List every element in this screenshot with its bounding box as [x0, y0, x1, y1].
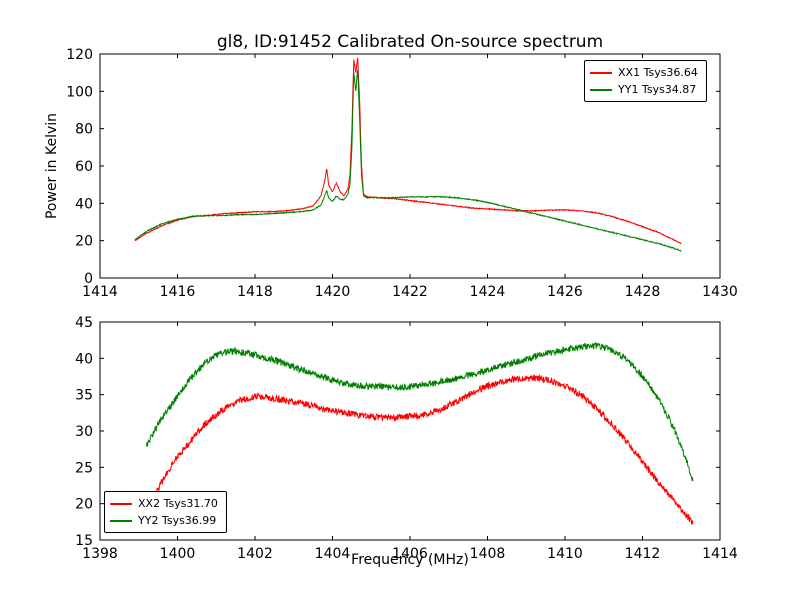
- series-line: [146, 342, 694, 482]
- legend-line-sample: [110, 502, 132, 505]
- legend-line-sample: [110, 519, 132, 522]
- series-line: [149, 373, 694, 525]
- y-tick-label: 80: [75, 122, 93, 138]
- x-tick-label: 1416: [160, 284, 196, 300]
- legend-entry: XX1 Tsys36.64: [590, 64, 698, 81]
- legend-top: XX1 Tsys36.64 YY1 Tsys34.87: [584, 60, 707, 103]
- y-tick-label: 100: [66, 84, 93, 100]
- x-tick-label: 1410: [547, 546, 583, 562]
- y-tick-label: 20: [75, 497, 93, 513]
- y-tick-label: 120: [66, 47, 93, 63]
- legend-label: YY1 Tsys34.87: [618, 83, 697, 97]
- x-tick-label: 1422: [392, 284, 428, 300]
- y-tick-label: 0: [84, 271, 93, 287]
- x-tick-label: 1408: [470, 546, 506, 562]
- x-tick-label: 1404: [315, 546, 351, 562]
- y-tick-label: 35: [75, 388, 93, 404]
- y-tick-label: 60: [75, 159, 93, 175]
- x-tick-label: 1406: [392, 546, 428, 562]
- x-tick-label: 1420: [315, 284, 351, 300]
- y-tick-label: 20: [75, 234, 93, 250]
- legend-label: XX2 Tsys31.70: [138, 497, 218, 510]
- x-axis-label: Frequency (MHz): [351, 552, 469, 568]
- x-tick-label: 1418: [237, 284, 273, 300]
- y-tick-label: 30: [75, 424, 93, 440]
- legend-line-sample: [590, 71, 612, 74]
- legend-label: YY2 Tsys36.99: [138, 514, 217, 528]
- series-line: [134, 69, 682, 252]
- y-tick-label: 15: [75, 533, 93, 549]
- x-tick-label: 1428: [625, 284, 661, 300]
- x-tick-label: 1430: [702, 284, 738, 300]
- legend-entry: YY1 Tsys34.87: [590, 81, 698, 98]
- y-axis-label: Power in Kelvin: [44, 112, 60, 220]
- y-tick-label: 25: [75, 460, 93, 476]
- legend-label: XX1 Tsys36.64: [618, 66, 698, 79]
- x-tick-label: 1398: [82, 546, 118, 562]
- x-tick-label: 1424: [470, 284, 506, 300]
- legend-entry: XX2 Tsys31.70: [110, 495, 218, 512]
- x-tick-label: 1414: [82, 284, 118, 300]
- y-tick-label: 45: [75, 315, 93, 331]
- y-tick-label: 40: [75, 196, 93, 212]
- x-tick-label: 1426: [547, 284, 583, 300]
- y-tick-label: 40: [75, 351, 93, 367]
- x-tick-label: 1414: [702, 546, 738, 562]
- chart-title: gl8, ID:91452 Calibrated On-source spect…: [216, 32, 604, 52]
- legend-entry: YY2 Tsys36.99: [110, 512, 218, 529]
- legend-bottom: XX2 Tsys31.70 YY2 Tsys36.99: [104, 491, 227, 534]
- series-line: [134, 57, 682, 245]
- x-tick-label: 1412: [625, 546, 661, 562]
- legend-line-sample: [590, 88, 612, 91]
- x-tick-label: 1400: [160, 546, 196, 562]
- x-tick-label: 1402: [237, 546, 273, 562]
